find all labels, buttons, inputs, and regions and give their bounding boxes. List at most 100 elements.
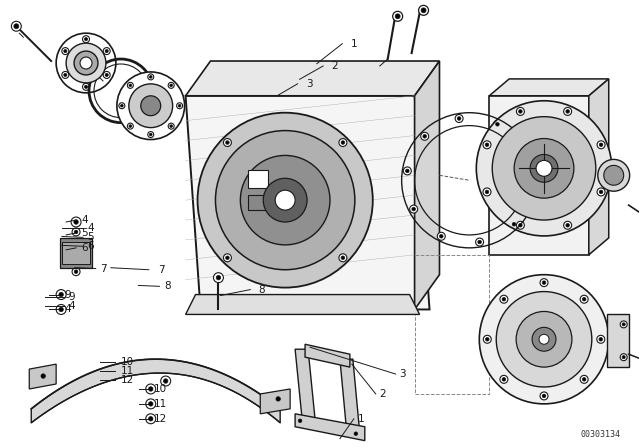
Circle shape [163, 379, 168, 383]
Circle shape [502, 297, 506, 301]
Circle shape [62, 47, 69, 55]
Circle shape [518, 224, 522, 227]
Circle shape [510, 220, 518, 228]
Circle shape [341, 141, 345, 144]
Circle shape [170, 125, 173, 128]
Text: 4: 4 [88, 224, 94, 233]
Polygon shape [489, 96, 589, 255]
Polygon shape [589, 79, 609, 255]
Text: 7: 7 [157, 265, 164, 275]
Circle shape [120, 104, 124, 107]
Circle shape [127, 82, 133, 88]
Polygon shape [60, 238, 92, 268]
Circle shape [580, 375, 588, 383]
Polygon shape [295, 414, 365, 441]
Circle shape [500, 375, 508, 383]
Circle shape [604, 165, 623, 185]
Circle shape [296, 417, 304, 425]
Circle shape [599, 143, 603, 146]
Circle shape [476, 238, 484, 246]
Circle shape [141, 96, 161, 116]
Circle shape [148, 417, 153, 421]
Circle shape [596, 335, 605, 343]
Polygon shape [31, 359, 280, 423]
Circle shape [421, 8, 426, 13]
Circle shape [149, 133, 152, 136]
Circle shape [540, 392, 548, 400]
Circle shape [597, 188, 605, 196]
Text: 2: 2 [332, 61, 338, 71]
Circle shape [582, 378, 586, 381]
Circle shape [170, 84, 173, 87]
Circle shape [542, 281, 546, 284]
Circle shape [72, 268, 80, 276]
Circle shape [148, 402, 153, 406]
Text: 7: 7 [100, 263, 107, 274]
Text: 9: 9 [68, 293, 75, 302]
Circle shape [542, 394, 546, 398]
Text: 5: 5 [88, 233, 94, 242]
Circle shape [12, 21, 21, 31]
Text: 5: 5 [81, 228, 88, 238]
Circle shape [518, 110, 522, 113]
Polygon shape [305, 344, 350, 367]
Circle shape [41, 374, 45, 378]
Circle shape [395, 14, 400, 19]
Circle shape [148, 132, 154, 138]
Circle shape [103, 71, 110, 78]
Circle shape [146, 414, 156, 424]
Circle shape [516, 311, 572, 367]
Circle shape [566, 224, 570, 227]
Circle shape [527, 185, 535, 194]
Circle shape [149, 76, 152, 78]
Circle shape [352, 430, 360, 438]
Circle shape [216, 276, 221, 280]
Text: 8: 8 [259, 284, 265, 295]
Circle shape [148, 387, 153, 391]
Circle shape [486, 337, 489, 341]
Circle shape [516, 108, 524, 116]
Circle shape [298, 419, 302, 422]
Circle shape [539, 334, 549, 344]
Circle shape [524, 150, 527, 153]
Circle shape [479, 275, 609, 404]
Circle shape [354, 432, 358, 435]
Circle shape [483, 188, 491, 196]
Circle shape [566, 110, 570, 113]
Circle shape [117, 72, 184, 139]
Circle shape [226, 256, 229, 259]
Text: 4: 4 [64, 305, 71, 314]
Circle shape [226, 141, 229, 144]
Circle shape [496, 292, 592, 387]
Circle shape [62, 71, 69, 78]
Circle shape [276, 396, 280, 401]
Circle shape [420, 132, 429, 140]
Circle shape [38, 371, 48, 381]
Circle shape [419, 5, 429, 15]
Circle shape [582, 297, 586, 301]
Circle shape [179, 104, 181, 107]
Circle shape [495, 122, 499, 126]
Circle shape [56, 305, 66, 314]
Circle shape [423, 134, 426, 138]
Circle shape [597, 141, 605, 149]
Circle shape [66, 43, 106, 83]
Text: 6: 6 [81, 243, 88, 253]
Circle shape [148, 74, 154, 80]
Circle shape [129, 84, 173, 128]
Circle shape [492, 116, 596, 220]
Circle shape [478, 240, 481, 244]
Circle shape [483, 141, 491, 149]
Circle shape [74, 270, 78, 273]
Polygon shape [340, 359, 360, 434]
Polygon shape [29, 364, 56, 389]
Text: 12: 12 [154, 414, 167, 424]
Circle shape [500, 295, 508, 303]
Circle shape [622, 356, 625, 359]
Circle shape [146, 384, 156, 394]
Circle shape [536, 160, 552, 177]
Text: 11: 11 [154, 399, 167, 409]
Circle shape [564, 221, 572, 229]
Text: 10: 10 [154, 384, 167, 394]
Circle shape [64, 50, 67, 53]
